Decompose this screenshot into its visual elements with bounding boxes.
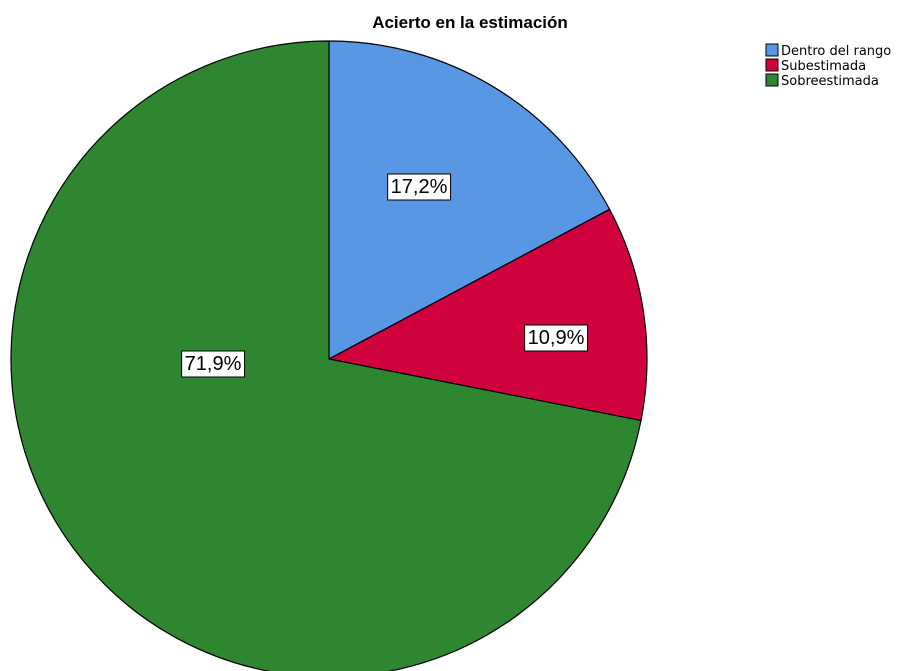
data-label-dentro-del-rango: 17,2% (387, 173, 452, 201)
legend-label: Dentro del rango (781, 44, 891, 59)
data-label-sobreestimada: 71,9% (181, 350, 246, 378)
slice-labels: 17,2% 10,9% 71,9% (181, 173, 589, 378)
legend-item-dentro-del-rango: Dentro del rango (765, 43, 891, 59)
data-label-text: 10,9% (528, 327, 585, 349)
legend-swatch (765, 73, 779, 87)
pie-slices (10, 40, 648, 671)
legend-label: Sobreestimada (781, 74, 879, 89)
pie-slice-subestimada (328, 208, 648, 422)
legend-label: Subestimada (781, 59, 866, 74)
legend-item-sobreestimada: Sobreestimada (765, 73, 879, 89)
legend-swatch (765, 58, 779, 72)
pie-slice-sobreestimada (10, 40, 642, 671)
data-label-text: 17,2% (391, 176, 448, 198)
data-label-box (181, 350, 246, 378)
legend-swatch (765, 43, 779, 57)
pie-slice-dentro-del-rango (328, 40, 611, 360)
legend-item-subestimada: Subestimada (765, 58, 866, 74)
chart-title: Acierto en la estimación (372, 13, 568, 32)
data-label-box (387, 173, 452, 201)
data-label-subestimada: 10,9% (524, 324, 589, 352)
data-label-text: 71,9% (185, 353, 242, 375)
data-label-box (524, 324, 589, 352)
